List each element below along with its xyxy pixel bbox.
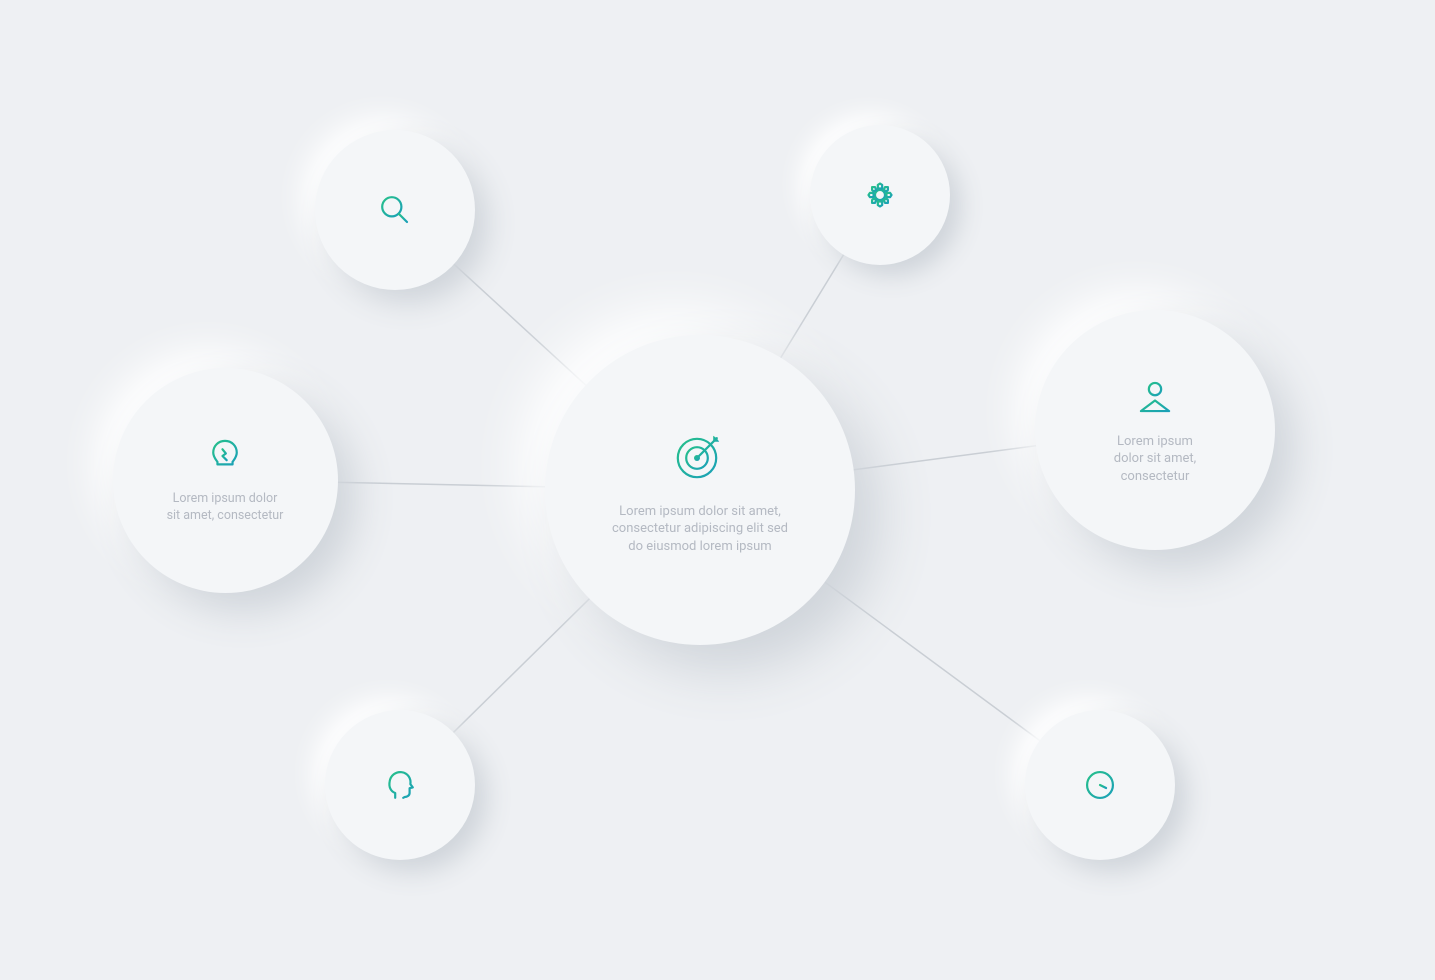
bulb-icon — [204, 435, 246, 477]
node-head — [325, 710, 475, 860]
clock-icon — [1081, 766, 1119, 804]
node-gear — [810, 125, 950, 265]
user-icon — [1133, 375, 1177, 419]
gear-icon — [862, 177, 898, 213]
node-user: Lorem ipsum dolor sit amet, consectetur — [1035, 310, 1275, 550]
node-bulb-text: Lorem ipsum dolor sit amet, consectetur — [167, 491, 284, 525]
search-icon — [375, 190, 415, 230]
head-icon — [380, 765, 420, 805]
node-center-text: Lorem ipsum dolor sit amet, consectetur … — [612, 503, 788, 556]
node-user-text: Lorem ipsum dolor sit amet, consectetur — [1114, 433, 1196, 486]
infographic-canvas: Lorem ipsum dolor sit amet, consectetur … — [0, 0, 1435, 980]
node-bulb: Lorem ipsum dolor sit amet, consectetur — [113, 368, 338, 593]
target-icon — [670, 425, 730, 485]
node-search — [315, 130, 475, 290]
node-center: Lorem ipsum dolor sit amet, consectetur … — [545, 335, 855, 645]
node-clock — [1025, 710, 1175, 860]
